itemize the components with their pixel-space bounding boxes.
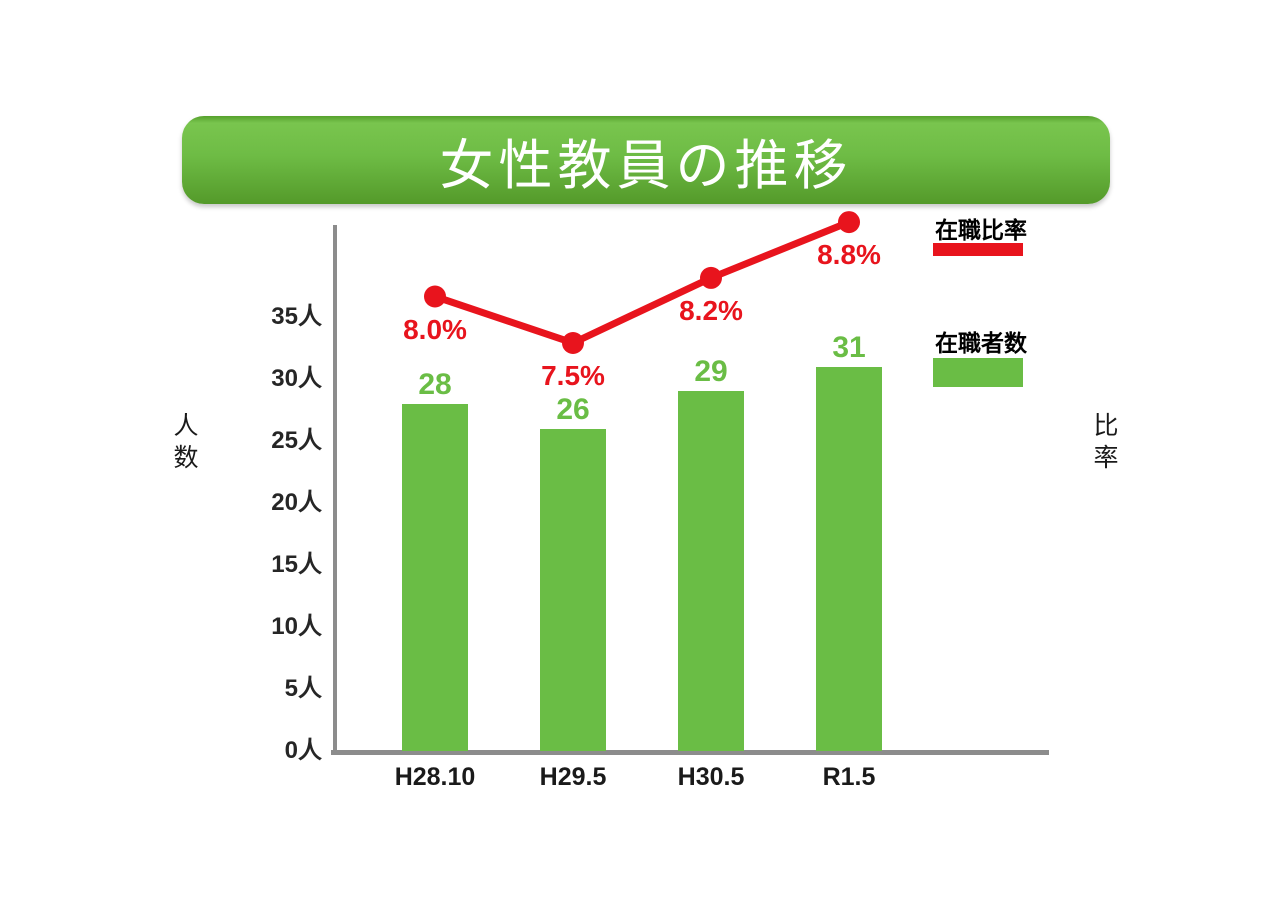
ratio-value-label: 8.8% (817, 239, 881, 271)
ratio-point (700, 266, 722, 289)
right-axis-title: 比率 (1090, 412, 1118, 476)
ratio-value-label: 8.0% (403, 313, 467, 345)
y-axis-tick-label: 25人 (271, 427, 322, 454)
y-axis-tick-label: 0人 (284, 737, 322, 764)
x-axis-category-label: H29.5 (539, 763, 607, 791)
bar (816, 366, 882, 751)
legend-line-swatch (933, 243, 1023, 256)
page-title: 女性教員の推移 (439, 135, 853, 196)
x-axis-category-label: R1.5 (822, 763, 876, 791)
legend-bar-swatch (933, 358, 1023, 387)
y-axis-line (333, 225, 337, 755)
bar-value-label: 31 (832, 330, 866, 364)
bar-value-label: 26 (556, 392, 590, 426)
legend-bar-label: 在職者数 (935, 330, 1027, 356)
ratio-value-label: 7.5% (541, 360, 605, 391)
bar (678, 391, 744, 751)
bar-value-label: 28 (418, 367, 452, 401)
bar (402, 403, 468, 751)
y-axis-tick-label: 20人 (271, 489, 322, 516)
left-axis-title: 人数 (170, 412, 198, 476)
y-axis-tick-label: 10人 (271, 613, 322, 640)
y-axis-tick-label: 5人 (284, 675, 322, 702)
ratio-point (562, 332, 584, 354)
x-axis-line (331, 750, 1049, 755)
legend-line-label: 在職比率 (935, 217, 1027, 243)
y-axis-tick-label: 15人 (271, 551, 322, 578)
x-axis-category-label: H28.10 (394, 763, 476, 791)
ratio-line (433, 218, 851, 347)
bar-value-label: 29 (694, 355, 728, 389)
y-axis-tick-label: 30人 (271, 365, 322, 392)
ratio-point (424, 285, 446, 308)
bar (540, 428, 606, 751)
title-banner: 女性教員の推移 (182, 116, 1110, 204)
ratio-point (838, 211, 860, 234)
x-axis-category-label: H30.5 (677, 763, 745, 791)
y-axis-tick-label: 35人 (271, 303, 322, 330)
ratio-value-label: 8.2% (679, 294, 743, 326)
